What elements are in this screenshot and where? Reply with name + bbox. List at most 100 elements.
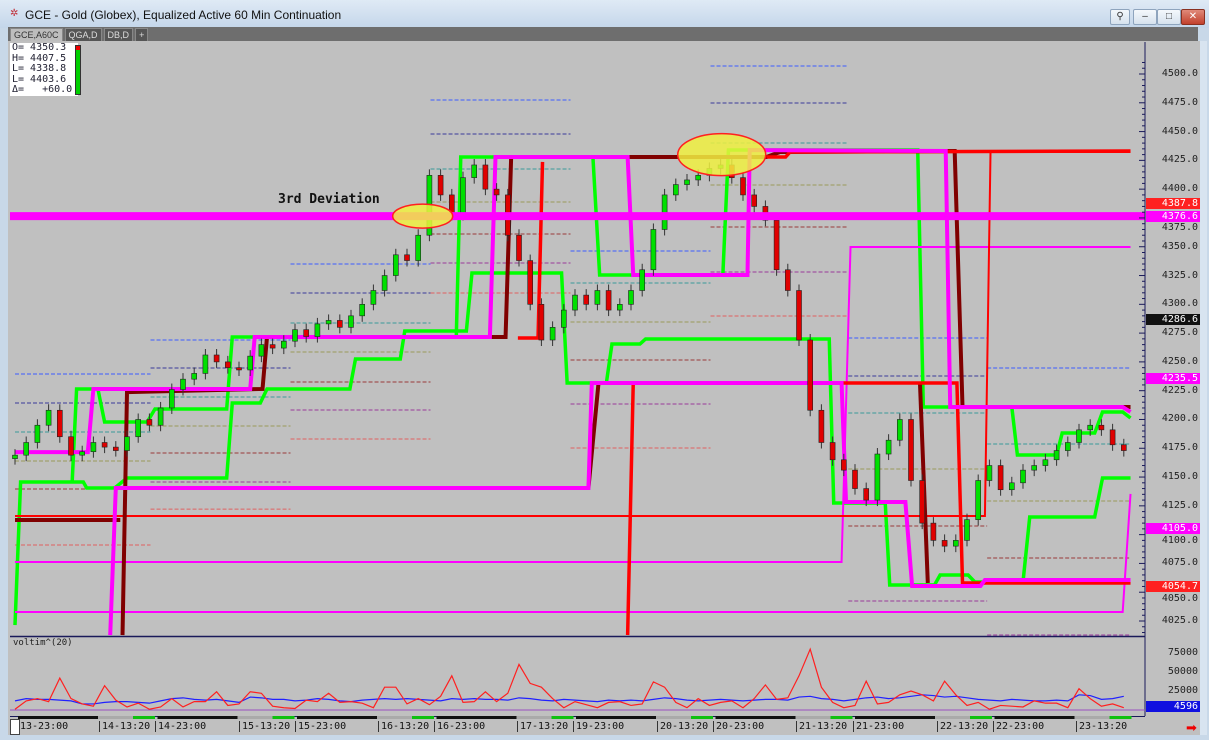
time-label: 13-23:00 <box>20 721 69 732</box>
minimize-button[interactable]: – <box>1133 9 1157 25</box>
price-marker-label: 4054.7 <box>1146 581 1200 593</box>
price-axis-label: 4075.0 <box>1161 557 1198 569</box>
candle-body <box>381 275 388 291</box>
candle-body <box>113 446 119 451</box>
session-strip <box>830 716 853 719</box>
time-label: 14-13:20 <box>99 721 150 732</box>
candle-body <box>482 164 489 190</box>
candle-body <box>1065 442 1071 451</box>
deviation-annotation: 3rd Deviation <box>278 192 380 207</box>
candle-body <box>471 164 478 178</box>
time-axis-corner[interactable] <box>10 719 20 735</box>
price-marker-label: 4387.8 <box>1146 197 1200 209</box>
candle-body <box>572 294 578 311</box>
volume-axis-label: 25000 <box>1167 685 1198 696</box>
candle-body <box>325 320 332 325</box>
candle-body <box>818 409 825 443</box>
candle-body <box>135 419 141 438</box>
candle-body <box>247 355 253 371</box>
candle-body <box>594 290 601 305</box>
time-label: 22-23:00 <box>993 721 1044 732</box>
session-strip <box>272 716 295 719</box>
maximize-button[interactable]: □ <box>1157 9 1181 25</box>
candle-body <box>952 540 959 547</box>
candle-body <box>740 177 746 196</box>
candle-body <box>1121 444 1127 451</box>
window-title: GCE - Gold (Globex), Equalized Active 60… <box>25 8 342 22</box>
price-axis-label: 4500.0 <box>1161 68 1198 79</box>
candle-body <box>874 453 881 501</box>
candle-body <box>79 451 85 456</box>
session-strip <box>795 716 831 719</box>
candle-body <box>908 419 914 481</box>
candle-body <box>964 519 970 541</box>
close-icon: ✕ <box>1188 11 1198 22</box>
price-axis-label: 4400.0 <box>1161 183 1198 195</box>
candle-body <box>1042 459 1049 466</box>
session-strip <box>656 716 691 719</box>
pin-button[interactable]: ⚲ <box>1110 9 1130 25</box>
candle-body <box>527 260 534 305</box>
candle-body <box>336 320 343 328</box>
price-marker-label: 4376.6 <box>1146 210 1200 222</box>
scroll-right-arrow-icon[interactable]: ➡ <box>1186 720 1197 735</box>
candle-body <box>90 442 97 453</box>
candle-body <box>359 304 366 317</box>
price-axis-label: 4425.0 <box>1161 154 1198 166</box>
session-strip <box>133 716 155 719</box>
time-label: 20-23:00 <box>713 721 764 732</box>
price-axis-label: 4100.0 <box>1161 534 1198 546</box>
candle-body <box>695 175 702 181</box>
candle-body <box>236 367 242 371</box>
candle-body <box>650 229 657 271</box>
close-button[interactable]: ✕ <box>1181 9 1205 25</box>
candle-body <box>1031 465 1037 471</box>
session-strip <box>516 716 552 719</box>
candle-body <box>460 177 466 215</box>
session-strip <box>436 716 517 719</box>
candle-body <box>616 304 623 311</box>
green-band-line <box>13 271 1131 626</box>
app-icon: ✲ <box>10 8 19 19</box>
highlight-ellipse <box>391 203 454 229</box>
magenta-band-line <box>108 380 1131 636</box>
maximize-icon: □ <box>1165 11 1173 22</box>
open-value: O= 4350.3 <box>12 42 67 53</box>
high-value: H= 4407.5 <box>12 52 67 64</box>
candle-body <box>280 340 287 349</box>
candle-body <box>12 454 18 459</box>
vertical-scrollbar[interactable] <box>1200 41 1207 735</box>
candle-body <box>639 269 646 291</box>
candle-body <box>1020 469 1026 484</box>
candle-body <box>751 194 758 207</box>
price-axis-label: 4275.0 <box>1161 327 1198 339</box>
candle-body <box>493 188 500 196</box>
candle-body <box>157 407 164 426</box>
time-label: 15-13:20 <box>239 721 290 732</box>
price-axis-label: 4175.0 <box>1161 442 1198 454</box>
candle-body <box>516 234 522 261</box>
price-pane <box>10 65 1145 636</box>
candle-body <box>796 290 802 341</box>
time-label: 23-13:20 <box>1076 721 1127 732</box>
candle-body <box>930 522 937 541</box>
session-strip <box>157 716 238 719</box>
tab-db-d[interactable]: DB,D <box>103 28 134 42</box>
red-band-line <box>625 381 1131 636</box>
candle-body <box>45 409 52 426</box>
volume-axis-label: 50000 <box>1167 666 1198 677</box>
candle-body <box>829 442 836 461</box>
candle-body <box>437 175 444 196</box>
candle-body <box>863 488 870 501</box>
session-strip <box>237 716 273 719</box>
price-axis-label: 4225.0 <box>1161 384 1198 396</box>
price-axis-label: 4375.0 <box>1161 222 1198 234</box>
volume-red-line <box>14 647 1124 710</box>
candle-body <box>684 179 690 185</box>
session-strip <box>297 716 377 719</box>
candle-body <box>784 269 791 291</box>
candle-body <box>34 424 41 443</box>
price-axis-label: 4325.0 <box>1161 269 1198 281</box>
candle-body <box>180 378 186 390</box>
